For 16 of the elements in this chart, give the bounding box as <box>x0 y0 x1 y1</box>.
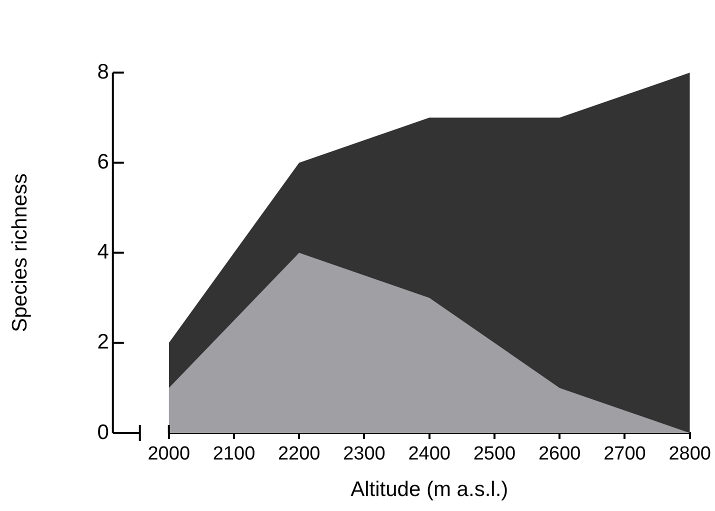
x-tick-label: 2500 <box>473 444 516 465</box>
y-tick-label: 2 <box>97 330 109 354</box>
x-tick-label: 2200 <box>278 444 320 465</box>
x-tick-label: 2300 <box>343 444 386 465</box>
y-tick-label: 4 <box>97 240 110 264</box>
y-tick-label: 0 <box>97 420 109 444</box>
x-tick-label: 2800 <box>668 444 712 465</box>
y-axis-title: Species richness <box>8 173 32 332</box>
x-tick-label: 2600 <box>538 444 581 465</box>
x-tick-label: 2100 <box>212 444 256 465</box>
y-tick-label: 8 <box>97 60 109 84</box>
x-tick-label: 2000 <box>148 444 190 465</box>
x-axis-title: Altitude (m a.s.l.) <box>350 478 508 502</box>
x-tick-label: 2400 <box>408 444 451 465</box>
x-tick-label: 2700 <box>604 444 646 465</box>
y-tick-label: 6 <box>97 150 109 174</box>
